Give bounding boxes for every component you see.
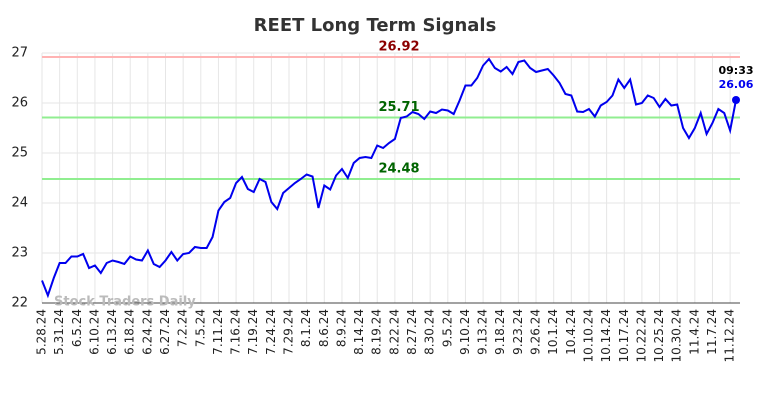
x-tick-label: 8.6.24 — [317, 309, 331, 347]
x-tick-label: 8.22.24 — [387, 309, 401, 355]
x-tick-label: 10.17.24 — [617, 309, 631, 362]
x-tick-label: 7.29.24 — [282, 309, 296, 355]
signal-label: 24.48 — [378, 162, 419, 177]
x-tick-label: 10.14.24 — [599, 309, 613, 362]
x-tick-label: 10.25.24 — [652, 309, 666, 362]
x-tick-label: 10.22.24 — [634, 309, 648, 362]
x-tick-label: 11.7.24 — [705, 309, 719, 355]
x-tick-label: 7.2.24 — [176, 309, 190, 347]
x-tick-label: 6.24.24 — [140, 309, 154, 355]
x-tick-label: 11.4.24 — [687, 309, 701, 355]
x-tick-label: 5.28.24 — [35, 309, 49, 355]
y-tick-label: 22 — [11, 296, 28, 311]
x-tick-label: 10.30.24 — [670, 309, 684, 362]
x-tick-label: 5.31.24 — [52, 309, 66, 355]
chart-title: REET Long Term Signals — [254, 15, 497, 36]
signal-label: 26.92 — [378, 40, 419, 55]
last-time: 09:33 — [718, 64, 753, 77]
y-tick-label: 25 — [11, 146, 28, 161]
x-tick-label: 9.13.24 — [476, 309, 490, 355]
x-tick-label: 9.5.24 — [440, 309, 454, 347]
last-value: 26.06 — [719, 78, 754, 91]
x-tick-label: 6.27.24 — [158, 309, 172, 355]
price-line — [41, 57, 737, 299]
x-tick-label: 7.11.24 — [211, 309, 225, 355]
x-tick-label: 6.13.24 — [105, 309, 119, 355]
x-tick-label: 8.9.24 — [334, 309, 348, 347]
x-tick-label: 8.30.24 — [423, 309, 437, 355]
x-tick-label: 8.27.24 — [405, 309, 419, 355]
y-tick-label: 27 — [11, 46, 28, 61]
x-tick-label: 9.23.24 — [511, 309, 525, 355]
x-tick-label: 7.5.24 — [193, 309, 207, 347]
x-tick-label: 7.24.24 — [264, 309, 278, 355]
x-tick-label: 8.19.24 — [370, 309, 384, 355]
y-tick-label: 23 — [11, 246, 28, 261]
x-tick-label: 6.5.24 — [70, 309, 84, 347]
x-tick-label: 9.26.24 — [529, 309, 543, 355]
x-tick-label: 6.10.24 — [87, 309, 101, 355]
y-tick-label: 26 — [11, 96, 28, 111]
x-tick-label: 7.16.24 — [229, 309, 243, 355]
y-tick-label: 24 — [11, 196, 28, 211]
last-point — [732, 96, 740, 104]
x-tick-label: 6.18.24 — [123, 309, 137, 355]
watermark: Stock Traders Daily — [54, 295, 196, 310]
x-tick-label: 7.19.24 — [246, 309, 260, 355]
x-tick-label: 10.1.24 — [546, 309, 560, 355]
x-tick-label: 10.4.24 — [564, 309, 578, 355]
x-tick-label: 11.12.24 — [723, 309, 737, 362]
x-tick-label: 8.1.24 — [299, 309, 313, 347]
x-tick-label: 8.14.24 — [352, 309, 366, 355]
x-tick-label: 9.18.24 — [493, 309, 507, 355]
x-tick-label: 9.10.24 — [458, 309, 472, 355]
signal-label: 25.71 — [378, 100, 419, 115]
x-tick-label: 10.10.24 — [581, 309, 595, 362]
